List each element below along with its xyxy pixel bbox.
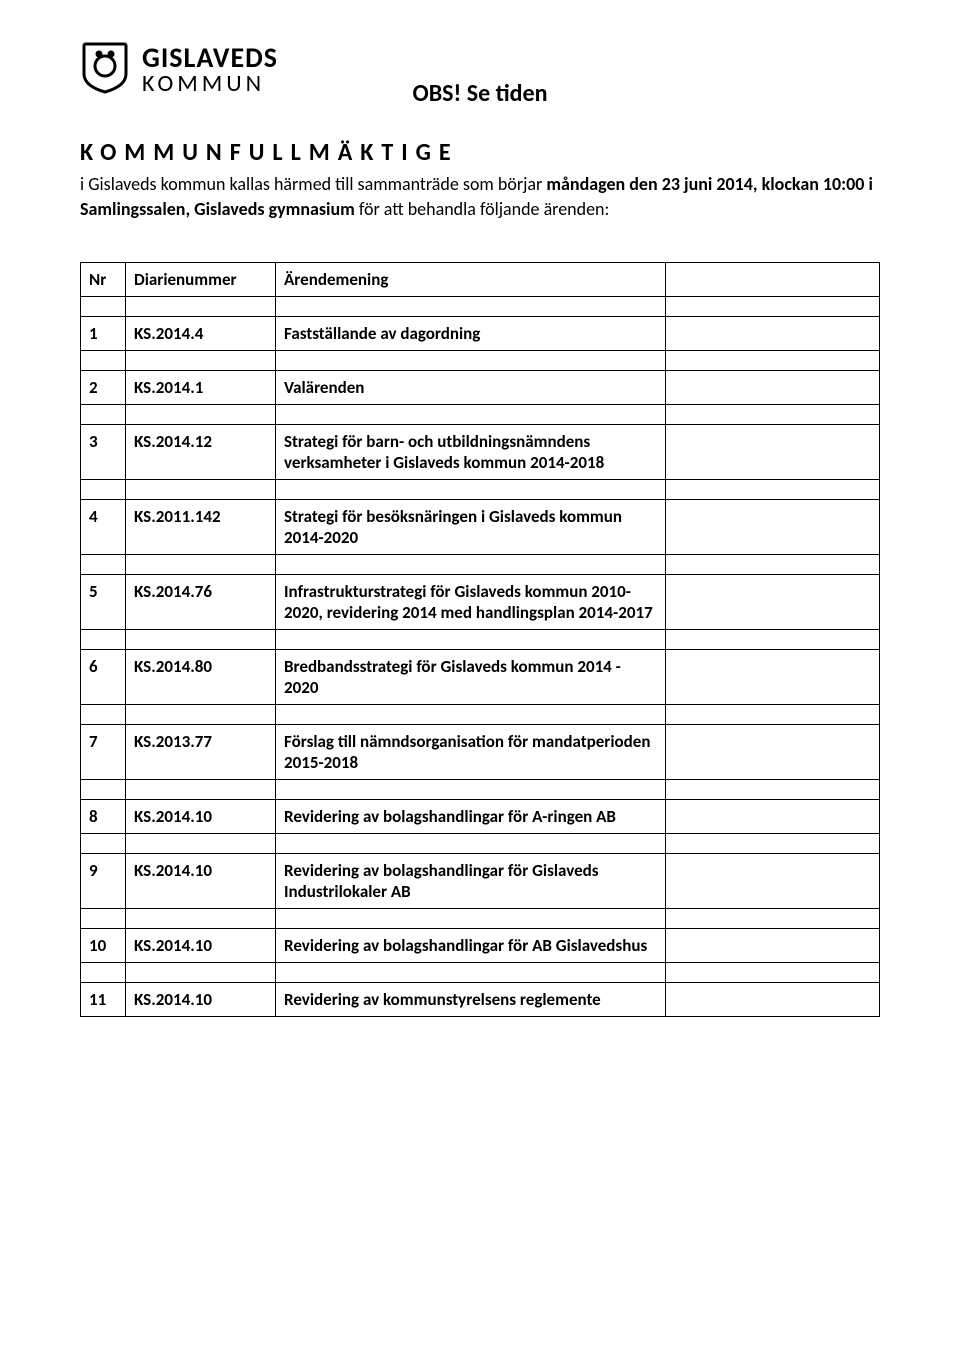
- header-empty: [666, 263, 880, 297]
- cell-nr: 9: [81, 854, 126, 909]
- logo-sub-text: KOMMUN: [142, 72, 278, 96]
- cell-nr: 1: [81, 317, 126, 351]
- cell-empty: [666, 929, 880, 963]
- logo-main-text: GISLAVEDS: [142, 44, 278, 72]
- cell-empty: [666, 725, 880, 780]
- cell-nr: 7: [81, 725, 126, 780]
- spacer-row: [81, 780, 880, 800]
- spacer-row: [81, 297, 880, 317]
- table-row: 8KS.2014.10Revidering av bolagshandlinga…: [81, 800, 880, 834]
- cell-empty: [666, 650, 880, 705]
- logo-shield-icon: [80, 40, 130, 99]
- table-row: 3KS.2014.12Strategi för barn- och utbild…: [81, 425, 880, 480]
- cell-nr: 3: [81, 425, 126, 480]
- cell-arende: Fastställande av dagordning: [276, 317, 666, 351]
- cell-arende: Revidering av bolagshandlingar för AB Gi…: [276, 929, 666, 963]
- table-row: 2KS.2014.1Valärenden: [81, 371, 880, 405]
- spacer-row: [81, 834, 880, 854]
- table-row: 5KS.2014.76Infrastrukturstrategi för Gis…: [81, 575, 880, 630]
- cell-nr: 8: [81, 800, 126, 834]
- cell-nr: 6: [81, 650, 126, 705]
- spacer-row: [81, 555, 880, 575]
- cell-empty: [666, 317, 880, 351]
- cell-arende: Valärenden: [276, 371, 666, 405]
- cell-empty: [666, 500, 880, 555]
- logo-text: GISLAVEDS KOMMUN: [142, 44, 278, 96]
- main-heading: KOMMUNFULLMÄKTIGE: [80, 138, 880, 167]
- cell-empty: [666, 425, 880, 480]
- cell-empty: [666, 854, 880, 909]
- spacer-row: [81, 963, 880, 983]
- cell-arende: Revidering av bolagshandlingar för A-rin…: [276, 800, 666, 834]
- spacer-row: [81, 351, 880, 371]
- cell-arende: Infrastrukturstrategi för Gislaveds komm…: [276, 575, 666, 630]
- cell-diarie: KS.2014.10: [126, 929, 276, 963]
- cell-nr: 11: [81, 983, 126, 1017]
- spacer-row: [81, 405, 880, 425]
- cell-arende: Revidering av kommunstyrelsens reglement…: [276, 983, 666, 1017]
- intro-suffix: för att behandla följande ärenden:: [355, 198, 610, 220]
- cell-diarie: KS.2011.142: [126, 500, 276, 555]
- cell-empty: [666, 371, 880, 405]
- cell-arende: Förslag till nämndsorganisation för mand…: [276, 725, 666, 780]
- cell-empty: [666, 800, 880, 834]
- spacer-row: [81, 630, 880, 650]
- cell-nr: 10: [81, 929, 126, 963]
- spacer-row: [81, 909, 880, 929]
- cell-diarie: KS.2014.10: [126, 800, 276, 834]
- header-arende: Ärendemening: [276, 263, 666, 297]
- cell-diarie: KS.2014.10: [126, 854, 276, 909]
- cell-diarie: KS.2014.10: [126, 983, 276, 1017]
- cell-diarie: KS.2014.80: [126, 650, 276, 705]
- header-diarie: Diarienummer: [126, 263, 276, 297]
- cell-arende: Bredbandsstrategi för Gislaveds kommun 2…: [276, 650, 666, 705]
- table-row: 1KS.2014.4Fastställande av dagordning: [81, 317, 880, 351]
- table-row: 6KS.2014.80Bredbandsstrategi för Gislave…: [81, 650, 880, 705]
- cell-diarie: KS.2014.76: [126, 575, 276, 630]
- cell-diarie: KS.2014.1: [126, 371, 276, 405]
- intro-paragraph: i Gislaveds kommun kallas härmed till sa…: [80, 172, 880, 222]
- header-nr: Nr: [81, 263, 126, 297]
- cell-nr: 4: [81, 500, 126, 555]
- cell-diarie: KS.2014.12: [126, 425, 276, 480]
- table-row: 7KS.2013.77Förslag till nämndsorganisati…: [81, 725, 880, 780]
- cell-nr: 5: [81, 575, 126, 630]
- cell-arende: Revidering av bolagshandlingar för Gisla…: [276, 854, 666, 909]
- table-header-row: Nr Diarienummer Ärendemening: [81, 263, 880, 297]
- cell-arende: Strategi för besöksnäringen i Gislaveds …: [276, 500, 666, 555]
- table-row: 11KS.2014.10Revidering av kommunstyrelse…: [81, 983, 880, 1017]
- spacer-row: [81, 705, 880, 725]
- cell-diarie: KS.2013.77: [126, 725, 276, 780]
- intro-prefix: i Gislaveds kommun kallas härmed till sa…: [80, 173, 546, 195]
- cell-empty: [666, 575, 880, 630]
- cell-empty: [666, 983, 880, 1017]
- spacer-row: [81, 480, 880, 500]
- cell-diarie: KS.2014.4: [126, 317, 276, 351]
- table-row: 4KS.2011.142Strategi för besöksnäringen …: [81, 500, 880, 555]
- cell-nr: 2: [81, 371, 126, 405]
- cell-arende: Strategi för barn- och utbildningsnämnde…: [276, 425, 666, 480]
- table-row: 9KS.2014.10Revidering av bolagshandlinga…: [81, 854, 880, 909]
- table-row: 10KS.2014.10Revidering av bolagshandling…: [81, 929, 880, 963]
- agenda-table: Nr Diarienummer Ärendemening 1KS.2014.4F…: [80, 262, 880, 1017]
